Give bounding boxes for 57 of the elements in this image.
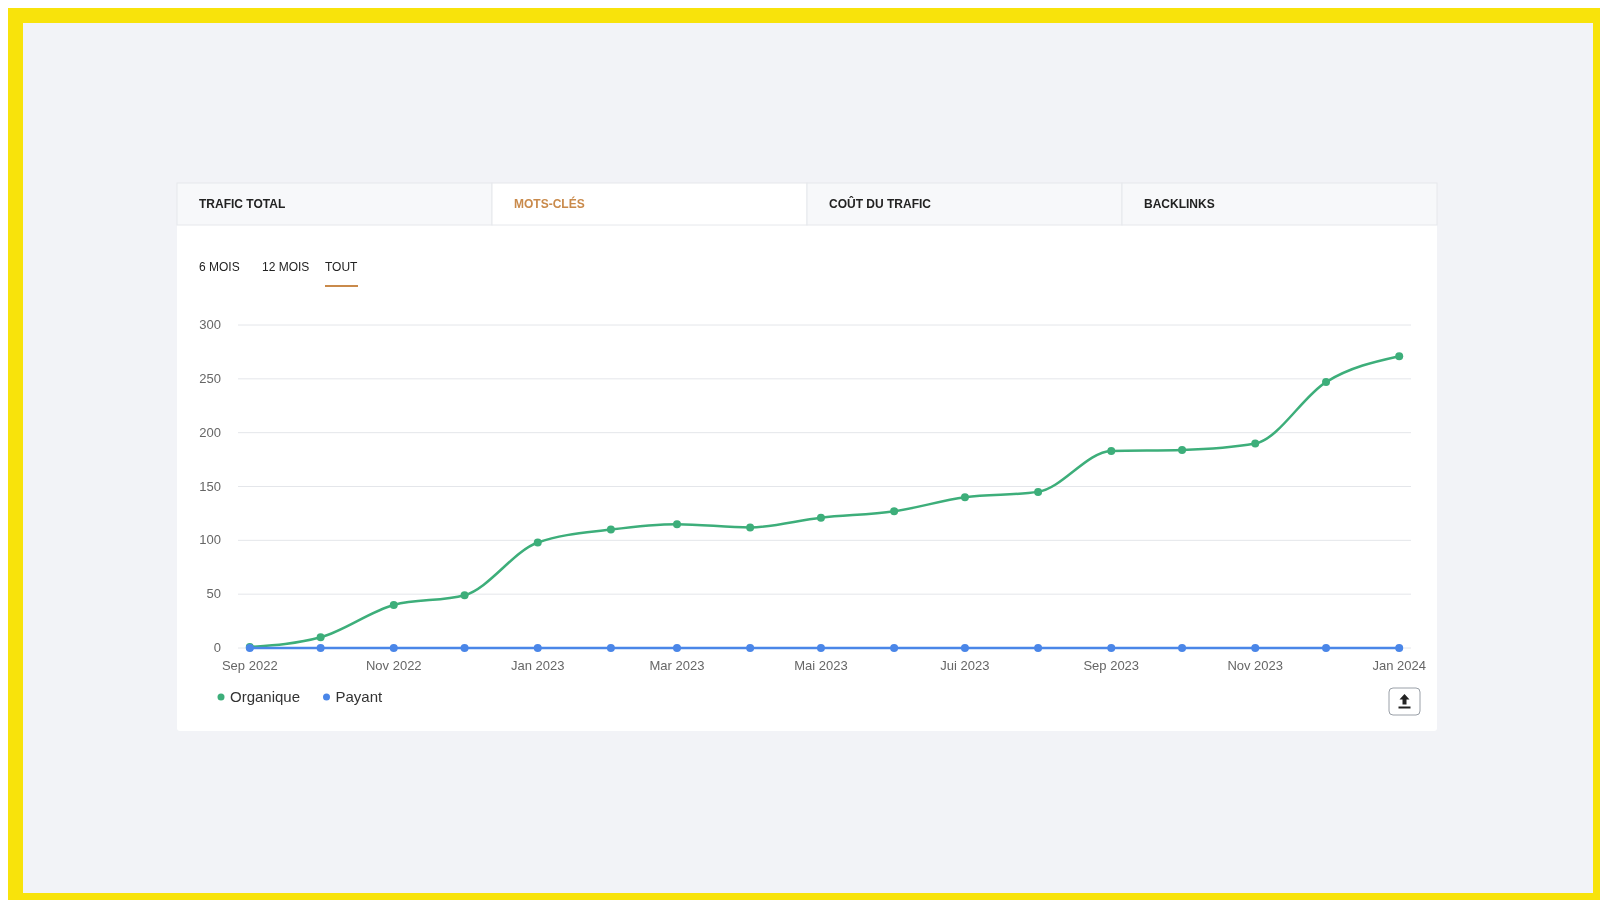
text: 12 MOIS [262, 260, 310, 274]
y-tick-label: 50 [206, 586, 221, 602]
point [460, 591, 469, 600]
point [460, 644, 469, 652]
x-tick-label: Mai 2023 [794, 658, 848, 673]
y-tick-label: 150 [199, 478, 221, 494]
point [1178, 445, 1187, 454]
x-tick-label: Jan 2023 [510, 658, 565, 673]
point [1107, 446, 1116, 455]
point [606, 525, 615, 534]
text: BACKLINKS [1144, 197, 1215, 211]
y-tick-label: 100 [199, 532, 221, 548]
point [672, 520, 681, 529]
point [1034, 644, 1043, 652]
text: TOUT [325, 260, 359, 274]
point [1322, 644, 1331, 652]
point [1395, 352, 1404, 361]
x-tick-label: Sep 2023 [1083, 658, 1140, 673]
x-tick-label: Mar 2023 [649, 658, 705, 673]
legend-label: Payant [335, 688, 384, 705]
legend-label: Organique [230, 688, 301, 705]
point [1322, 378, 1331, 387]
text: MOTS-CLÉS [514, 196, 585, 211]
point [960, 644, 969, 652]
y-tick-label: 250 [199, 370, 221, 386]
point [1251, 644, 1260, 652]
point [606, 644, 615, 652]
point [1178, 644, 1187, 652]
point [389, 644, 398, 652]
point [1034, 487, 1043, 496]
text: COÛT DU TRAFIC [829, 196, 932, 211]
x-tick-label: Jui 2023 [940, 658, 990, 673]
point [1107, 644, 1116, 652]
x-tick-label: Jan 2024 [1372, 658, 1426, 673]
y-tick-label: 300 [199, 317, 221, 332]
x-tick-label: Sep 2022 [221, 658, 278, 673]
point [960, 493, 969, 502]
point [316, 633, 325, 642]
x-tick-label: Nov 2022 [365, 658, 422, 673]
point [816, 644, 825, 652]
point [746, 523, 755, 532]
point [533, 538, 542, 547]
point [816, 513, 825, 522]
x-tick-label: Nov 2023 [1227, 658, 1284, 673]
text: 6 MOIS [199, 260, 240, 274]
point [1395, 644, 1404, 652]
point [389, 600, 398, 609]
point [890, 644, 899, 652]
y-tick-label: 200 [199, 424, 221, 440]
y-tick-label: 0 [213, 640, 221, 655]
point [533, 644, 542, 652]
point [746, 644, 755, 652]
point [1251, 439, 1260, 448]
text: TRAFIC TOTAL [199, 197, 286, 211]
point [316, 644, 325, 652]
point [672, 644, 681, 652]
point [890, 507, 899, 516]
